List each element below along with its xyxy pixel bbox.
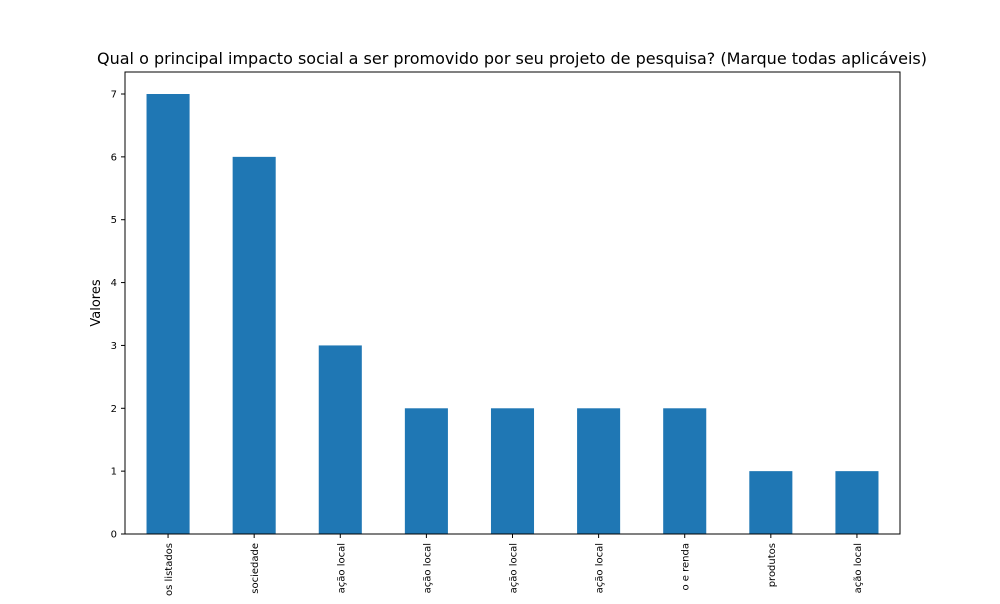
x-tick-label: ação local [336, 543, 347, 593]
bar [232, 156, 276, 535]
x-tick-label: ação local [422, 543, 433, 593]
bar [577, 408, 621, 534]
bar [146, 94, 190, 534]
bar [835, 471, 879, 534]
x-tick-label: sociedade [250, 543, 261, 594]
bar [749, 471, 793, 534]
bar [318, 345, 362, 534]
x-tick-label: o e renda [681, 543, 692, 591]
y-tick-label: 4 [111, 278, 117, 289]
x-tick-label: ação local [509, 543, 520, 593]
x-tick-label: ação local [853, 543, 864, 593]
y-tick-label: 6 [111, 152, 117, 163]
x-tick-label: produtos [767, 543, 778, 587]
bar [404, 408, 448, 534]
x-tick-label: ação local [595, 543, 606, 593]
y-tick-label: 3 [111, 341, 117, 352]
y-tick-label: 1 [111, 467, 117, 478]
y-axis-label: Valores [89, 279, 104, 326]
y-tick-label: 0 [111, 530, 117, 541]
bars-group [146, 94, 879, 535]
bar [490, 408, 535, 534]
chart-title: Qual o principal impacto social a ser pr… [97, 49, 927, 68]
y-axis-ticks: 0 1 2 3 4 5 6 7 [111, 90, 125, 541]
bar [663, 408, 707, 534]
y-tick-label: 5 [111, 215, 117, 226]
x-tick-label: os listados [164, 543, 175, 596]
y-tick-label: 2 [111, 404, 117, 415]
plot-area-frame [124, 71, 901, 535]
y-tick-label: 7 [111, 90, 117, 101]
x-axis-ticks: os listados sociedade ação local ação local… [164, 534, 864, 596]
